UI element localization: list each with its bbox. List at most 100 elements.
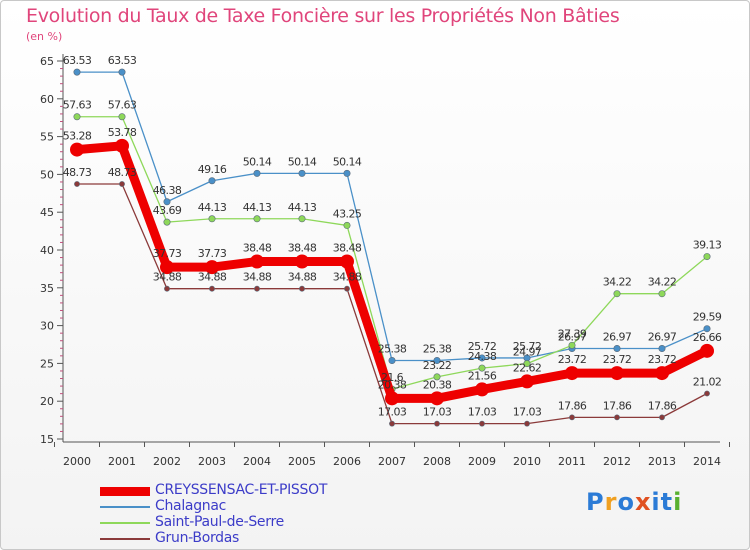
data-point-chalagnac	[118, 68, 126, 76]
legend-swatch	[100, 538, 150, 540]
data-point-saint-paul-de-serre	[568, 341, 576, 349]
chart-subtitle: (en %)	[26, 30, 63, 43]
x-tick-label: 2010	[513, 455, 541, 468]
data-point-creyssensac-et-pissot	[520, 374, 534, 389]
data-point-chalagnac	[388, 357, 396, 365]
data-label: 63.53	[108, 54, 137, 67]
data-label: 23.72	[558, 353, 587, 366]
data-label: 38.48	[243, 241, 272, 254]
x-tick-label: 2007	[378, 455, 406, 468]
data-label: 34.88	[198, 271, 227, 284]
data-point-creyssensac-et-pissot	[160, 260, 174, 275]
proxiti-logo: Proxiti	[586, 488, 682, 516]
data-label: 34.88	[153, 271, 182, 284]
data-point-saint-paul-de-serre	[343, 221, 351, 229]
data-label: 37.73	[153, 247, 182, 260]
data-label: 27.39	[558, 327, 587, 340]
data-point-creyssensac-et-pissot	[700, 343, 714, 358]
data-point-saint-paul-de-serre	[208, 215, 216, 223]
data-label: 57.63	[63, 99, 92, 112]
x-tick-label: 2012	[603, 455, 631, 468]
data-point-creyssensac-et-pissot	[565, 366, 579, 381]
data-point-grun-bordas	[614, 414, 620, 421]
data-label: 38.48	[333, 241, 362, 254]
data-point-grun-bordas	[164, 285, 170, 292]
data-point-creyssensac-et-pissot	[115, 138, 129, 153]
x-tick-label: 2013	[648, 455, 676, 468]
data-label: 34.88	[243, 271, 272, 284]
data-point-chalagnac	[73, 68, 81, 76]
data-label: 21.6	[381, 371, 404, 384]
y-tick-label: 25	[40, 357, 54, 370]
data-point-saint-paul-de-serre	[613, 290, 621, 298]
legend-label: Saint-Paul-de-Serre	[155, 514, 284, 530]
x-tick-label: 2011	[558, 455, 586, 468]
data-label: 25.72	[513, 340, 542, 353]
y-tick-label: 35	[40, 282, 54, 295]
data-label: 23.72	[648, 353, 677, 366]
data-point-creyssensac-et-pissot	[385, 391, 399, 406]
data-point-grun-bordas	[704, 390, 710, 397]
data-label: 17.86	[648, 399, 677, 412]
data-point-saint-paul-de-serre	[433, 373, 441, 381]
data-label: 17.03	[468, 406, 497, 419]
data-label: 43.69	[153, 204, 182, 217]
data-label: 38.48	[288, 241, 317, 254]
y-tick-label: 45	[40, 206, 54, 219]
data-label: 20.38	[378, 378, 407, 391]
data-point-chalagnac	[298, 169, 306, 177]
y-tick-label: 50	[40, 168, 54, 181]
series-lines	[70, 68, 714, 427]
x-tick-label: 2006	[333, 455, 361, 468]
data-label: 17.03	[378, 406, 407, 419]
data-point-creyssensac-et-pissot	[655, 366, 669, 381]
data-label: 48.73	[63, 166, 92, 179]
data-label: 17.03	[423, 406, 452, 419]
data-point-creyssensac-et-pissot	[610, 366, 624, 381]
data-label: 34.88	[333, 271, 362, 284]
data-point-grun-bordas	[254, 285, 260, 292]
data-label: 53.28	[63, 130, 92, 143]
logo-letter: r	[604, 488, 618, 516]
y-tick-label: 20	[40, 395, 54, 408]
data-point-saint-paul-de-serre	[253, 215, 261, 223]
data-label: 48.73	[108, 166, 137, 179]
data-label: 22.62	[513, 361, 542, 374]
data-label: 26.97	[558, 331, 587, 344]
data-point-grun-bordas	[659, 414, 665, 421]
data-point-creyssensac-et-pissot	[205, 260, 219, 275]
legend-label: CREYSSENSAC-ET-PISSOT	[155, 482, 328, 498]
logo-letter: P	[586, 488, 605, 516]
y-tick-label: 55	[40, 131, 54, 144]
data-label: 23.72	[603, 353, 632, 366]
logo-letter: i	[673, 488, 683, 516]
data-point-creyssensac-et-pissot	[70, 142, 84, 157]
data-label: 43.25	[333, 207, 362, 220]
data-point-grun-bordas	[434, 420, 440, 427]
data-point-saint-paul-de-serre	[658, 290, 666, 298]
legend-label: Chalagnac	[155, 498, 227, 514]
data-point-chalagnac	[433, 357, 441, 365]
data-label: 17.03	[513, 406, 542, 419]
y-tick-label: 15	[40, 433, 54, 446]
data-point-grun-bordas	[119, 181, 125, 187]
legend-swatch	[100, 506, 150, 508]
data-label: 26.66	[693, 331, 722, 344]
data-label: 17.86	[603, 399, 632, 412]
data-label: 25.38	[423, 343, 452, 356]
data-label: 24.38	[468, 350, 497, 363]
data-label: 25.38	[378, 343, 407, 356]
data-point-chalagnac	[703, 325, 711, 333]
data-label: 21.02	[693, 375, 722, 388]
data-label: 26.97	[648, 331, 677, 344]
data-label: 53.78	[108, 126, 137, 139]
data-label: 39.13	[693, 239, 722, 252]
data-label: 20.38	[423, 378, 452, 391]
data-label: 57.63	[108, 99, 137, 112]
data-point-saint-paul-de-serre	[478, 364, 486, 372]
x-tick-label: 2014	[693, 455, 721, 468]
chart-title: Evolution du Taux de Taxe Foncière sur l…	[26, 5, 620, 27]
data-label: 23.22	[423, 359, 452, 372]
data-label: 21.56	[468, 369, 497, 382]
y-tick-label: 65	[40, 55, 54, 68]
